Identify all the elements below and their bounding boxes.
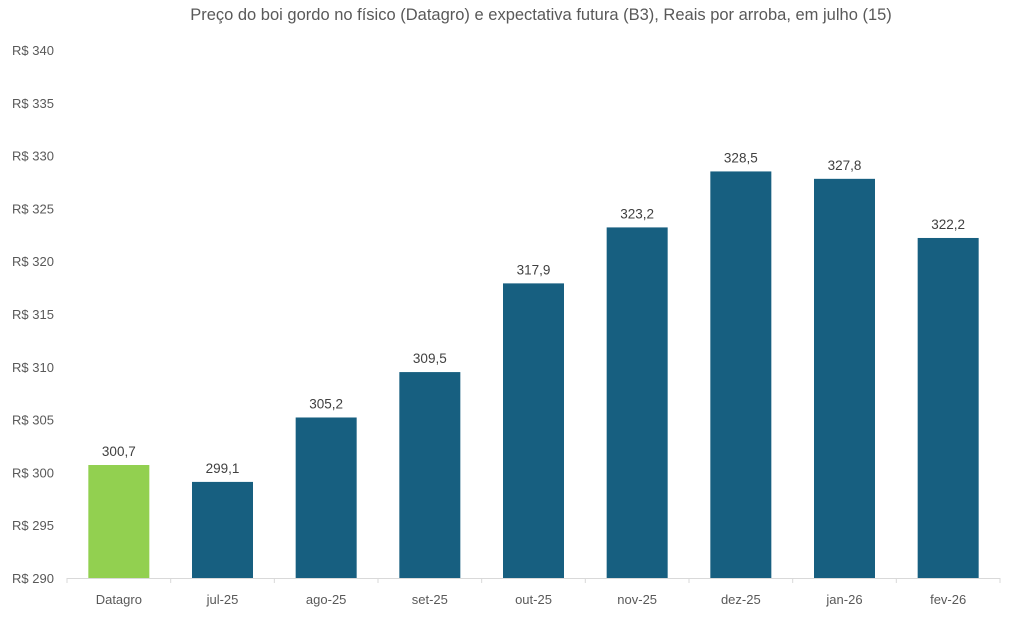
y-tick-label: R$ 290 bbox=[12, 571, 54, 586]
data-label: 300,7 bbox=[102, 444, 136, 459]
x-tick-label: fev-26 bbox=[930, 592, 966, 607]
data-label: 323,2 bbox=[620, 206, 654, 221]
bar-set-25 bbox=[399, 372, 461, 578]
data-label: 322,2 bbox=[931, 217, 965, 232]
y-tick-label: R$ 315 bbox=[12, 307, 54, 322]
y-tick-label: R$ 330 bbox=[12, 149, 54, 164]
x-axis: Datagro jul-25 ago-25 set-25 out-25 nov-25 dez… bbox=[66, 578, 1001, 607]
bar-nov-25 bbox=[606, 227, 668, 578]
y-tick-label: R$ 325 bbox=[12, 201, 54, 216]
data-label: 328,5 bbox=[724, 150, 758, 165]
y-tick-label: R$ 320 bbox=[12, 254, 54, 269]
y-tick-label: R$ 310 bbox=[12, 360, 54, 375]
y-tick-label: R$ 295 bbox=[12, 518, 54, 533]
x-tick-label: nov-25 bbox=[617, 592, 657, 607]
y-tick-label: R$ 305 bbox=[12, 413, 54, 428]
x-tick-label: Datagro bbox=[96, 592, 142, 607]
data-label: 327,8 bbox=[828, 158, 862, 173]
x-tick-label: out-25 bbox=[515, 592, 552, 607]
y-tick-label: R$ 340 bbox=[12, 43, 54, 58]
bar-jan-26 bbox=[814, 178, 875, 578]
data-label: 305,2 bbox=[309, 396, 343, 411]
x-tick-label: jan-26 bbox=[825, 592, 862, 607]
x-tick-label: ago-25 bbox=[306, 592, 346, 607]
data-label: 309,5 bbox=[413, 351, 447, 366]
x-tick-label: set-25 bbox=[412, 592, 448, 607]
chart-title: Preço do boi gordo no físico (Datagro) e… bbox=[190, 6, 892, 24]
bars bbox=[88, 171, 979, 578]
data-label: 299,1 bbox=[206, 461, 240, 476]
bar-datagro bbox=[88, 465, 150, 578]
x-tick-label: dez-25 bbox=[721, 592, 761, 607]
data-label: 317,9 bbox=[517, 262, 551, 277]
bar-out-25 bbox=[503, 283, 564, 578]
y-tick-label: R$ 335 bbox=[12, 96, 54, 111]
x-tick-label: jul-25 bbox=[206, 592, 239, 607]
data-labels: 300,7 299,1 305,2 309,5 317,9 323,2 328,5 327,8… bbox=[102, 150, 965, 475]
y-tick-label: R$ 300 bbox=[12, 465, 54, 480]
y-axis: R$ 290 R$ 295 R$ 300 R$ 305 R$ 310 R$ 315 R$ 3… bbox=[12, 43, 54, 586]
bar-ago-25 bbox=[295, 417, 357, 578]
bar-jul-25 bbox=[192, 481, 253, 578]
bar-dez-25 bbox=[710, 171, 772, 578]
bar-fev-26 bbox=[917, 237, 979, 578]
